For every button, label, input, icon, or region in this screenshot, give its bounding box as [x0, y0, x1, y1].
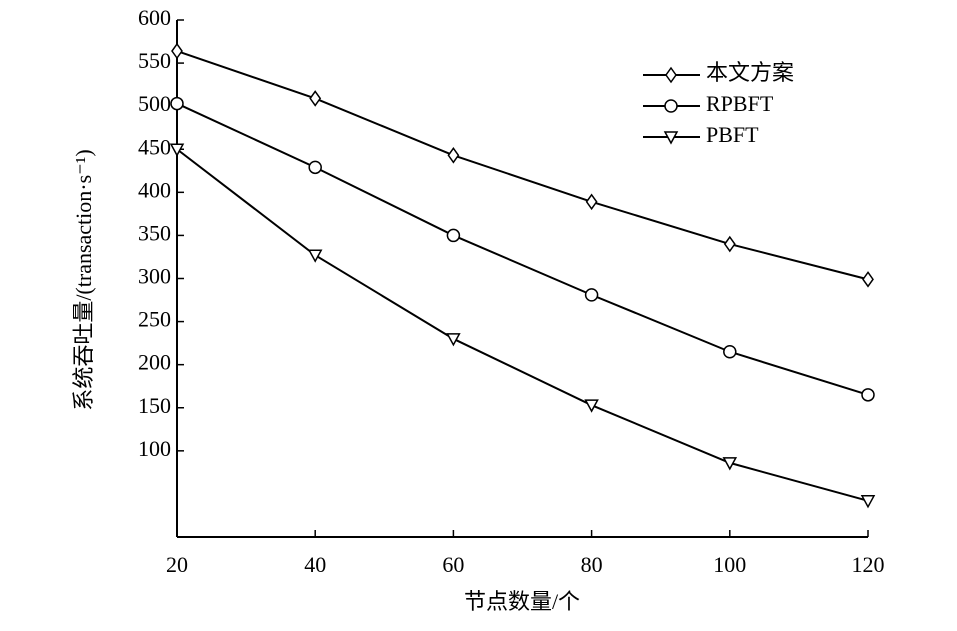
marker — [584, 399, 599, 413]
y-tick-label: 300 — [138, 264, 171, 289]
marker — [584, 288, 599, 302]
line — [176, 148, 869, 502]
y-tick-label: 550 — [138, 48, 171, 73]
y-tick-label: 150 — [138, 393, 171, 418]
marker — [585, 193, 598, 211]
marker — [308, 160, 322, 175]
y-tick-label: 450 — [138, 134, 171, 159]
legend-marker — [665, 66, 677, 84]
marker — [723, 235, 736, 253]
marker — [307, 249, 323, 263]
y-tick-label: 250 — [138, 307, 171, 332]
y-axis-label: 系统吞吐量/(transaction·s⁻¹) — [71, 149, 96, 410]
y-tick-label: 200 — [138, 350, 171, 375]
marker — [170, 96, 184, 111]
x-tick-label: 80 — [581, 552, 603, 577]
x-tick-label: 40 — [304, 552, 326, 577]
marker — [446, 228, 461, 243]
x-tick-label: 100 — [713, 552, 746, 577]
marker — [446, 333, 461, 347]
x-tick-label: 60 — [442, 552, 464, 577]
y-tick-label: 500 — [138, 91, 171, 116]
x-tick-label: 120 — [852, 552, 885, 577]
legend-marker — [663, 131, 679, 145]
marker — [722, 457, 738, 471]
marker — [171, 42, 183, 60]
y-tick-label: 600 — [138, 5, 171, 30]
marker — [723, 344, 737, 359]
x-tick-label: 20 — [166, 552, 188, 577]
x-axis-label: 节点数量/个 — [464, 589, 580, 614]
legend-marker — [664, 99, 678, 113]
legend-label: 本文方案 — [706, 60, 794, 85]
marker — [309, 90, 322, 107]
line — [176, 50, 869, 281]
y-tick-label: 400 — [138, 177, 171, 202]
line — [176, 102, 869, 396]
legend-label: RPBFT — [706, 91, 774, 116]
y-tick-label: 100 — [138, 436, 171, 461]
marker — [169, 143, 185, 157]
marker — [860, 495, 876, 509]
marker — [861, 388, 875, 402]
marker — [862, 271, 874, 288]
marker — [447, 146, 460, 164]
y-tick-label: 350 — [138, 220, 171, 245]
legend-label: PBFT — [706, 122, 759, 147]
